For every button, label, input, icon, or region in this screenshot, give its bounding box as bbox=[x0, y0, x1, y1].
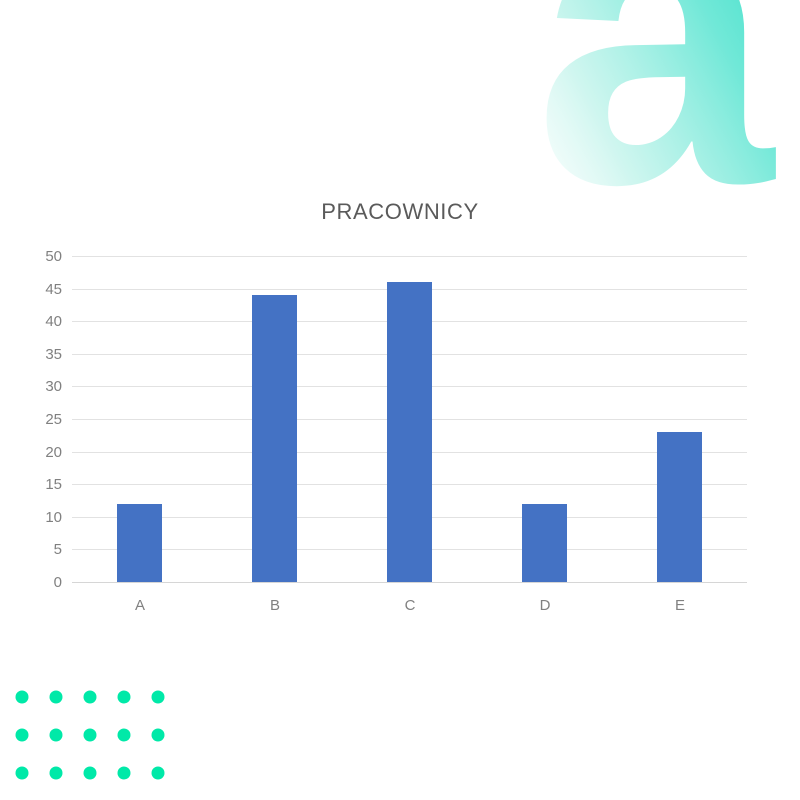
bar-b[interactable] bbox=[252, 295, 297, 582]
y-axis-tick-label: 50 bbox=[45, 248, 62, 265]
x-axis-tick-label: B bbox=[269, 597, 280, 614]
y-axis-tick-label: 35 bbox=[45, 346, 62, 363]
chart-title: PRACOWNICY bbox=[321, 199, 479, 224]
bar-d[interactable] bbox=[522, 504, 567, 582]
x-axis-tick-label: C bbox=[404, 597, 416, 614]
bar-e[interactable] bbox=[657, 432, 702, 582]
y-axis-tick-label: 40 bbox=[45, 313, 62, 330]
y-axis-tick-label: 5 bbox=[53, 541, 62, 558]
y-axis-tick-label: 45 bbox=[45, 281, 62, 298]
y-axis-tick-label: 30 bbox=[45, 378, 62, 395]
gridline bbox=[72, 256, 747, 257]
y-axis-tick-label: 20 bbox=[45, 444, 62, 461]
bar-c[interactable] bbox=[387, 282, 432, 582]
x-axis-tick-label: D bbox=[539, 597, 551, 614]
y-axis-tick-label: 15 bbox=[45, 476, 62, 493]
y-axis-tick-label: 25 bbox=[45, 411, 62, 428]
x-axis-tick-label: E bbox=[674, 597, 685, 614]
y-axis-tick-label: 10 bbox=[45, 509, 62, 526]
y-axis-tick-label: 0 bbox=[53, 574, 62, 591]
bar-a[interactable] bbox=[117, 504, 162, 582]
x-axis-tick-label: A bbox=[134, 597, 145, 614]
axis-baseline bbox=[72, 582, 747, 583]
